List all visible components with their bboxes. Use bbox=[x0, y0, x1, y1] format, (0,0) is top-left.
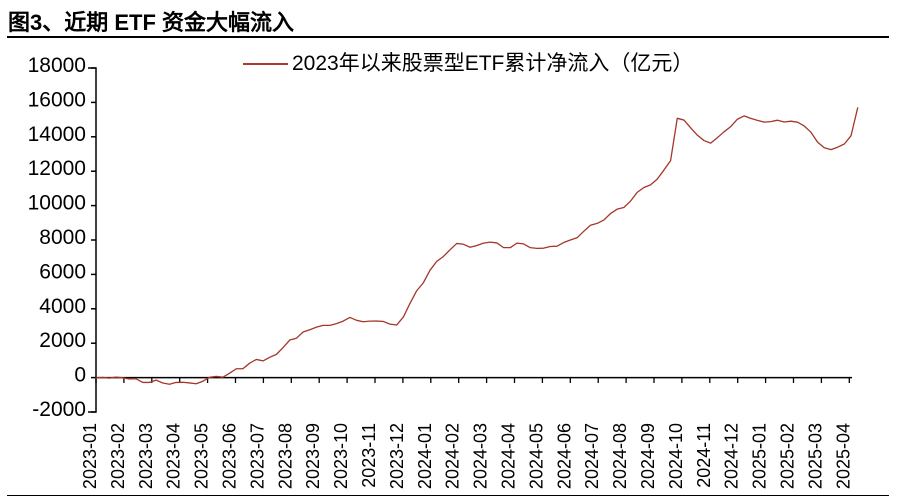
svg-text:2024-04: 2024-04 bbox=[499, 423, 519, 489]
svg-text:2025-02: 2025-02 bbox=[778, 423, 798, 489]
svg-text:0: 0 bbox=[74, 364, 86, 387]
svg-text:2023-04: 2023-04 bbox=[164, 423, 184, 489]
svg-text:2023年以来股票型ETF累计净流入（亿元）: 2023年以来股票型ETF累计净流入（亿元） bbox=[292, 52, 693, 75]
svg-text:2024-05: 2024-05 bbox=[526, 423, 546, 489]
svg-text:8000: 8000 bbox=[39, 226, 86, 249]
svg-text:2024-06: 2024-06 bbox=[554, 423, 574, 489]
svg-text:2023-01: 2023-01 bbox=[80, 423, 100, 489]
svg-text:2025-03: 2025-03 bbox=[805, 423, 825, 489]
svg-text:2024-02: 2024-02 bbox=[443, 423, 463, 489]
svg-text:2023-12: 2023-12 bbox=[387, 423, 407, 489]
svg-text:2024-12: 2024-12 bbox=[722, 423, 742, 489]
svg-text:2023-05: 2023-05 bbox=[192, 423, 212, 489]
svg-text:16000: 16000 bbox=[28, 88, 86, 111]
svg-text:2025-04: 2025-04 bbox=[833, 423, 853, 489]
svg-text:4000: 4000 bbox=[39, 295, 86, 318]
svg-text:2000: 2000 bbox=[39, 329, 86, 352]
svg-text:18000: 18000 bbox=[28, 54, 86, 77]
svg-text:2024-01: 2024-01 bbox=[415, 423, 435, 489]
svg-text:2023-07: 2023-07 bbox=[247, 423, 267, 489]
svg-text:2024-07: 2024-07 bbox=[582, 423, 602, 489]
svg-text:2024-10: 2024-10 bbox=[666, 423, 686, 489]
svg-text:2024-09: 2024-09 bbox=[638, 423, 658, 489]
svg-text:2024-03: 2024-03 bbox=[471, 423, 491, 489]
svg-text:2024-11: 2024-11 bbox=[694, 423, 714, 488]
svg-text:2023-06: 2023-06 bbox=[220, 423, 240, 489]
svg-text:12000: 12000 bbox=[28, 157, 86, 180]
svg-text:6000: 6000 bbox=[39, 260, 86, 283]
svg-text:10000: 10000 bbox=[28, 192, 86, 215]
svg-text:-2000: -2000 bbox=[32, 398, 86, 421]
svg-text:2023-03: 2023-03 bbox=[136, 423, 156, 489]
svg-text:2024-08: 2024-08 bbox=[610, 423, 630, 489]
svg-text:2025-01: 2025-01 bbox=[750, 423, 770, 489]
svg-text:2023-02: 2023-02 bbox=[108, 423, 128, 489]
svg-text:2023-09: 2023-09 bbox=[303, 423, 323, 489]
svg-text:2023-08: 2023-08 bbox=[275, 423, 295, 489]
svg-text:2023-11: 2023-11 bbox=[359, 423, 379, 488]
svg-text:14000: 14000 bbox=[28, 123, 86, 146]
svg-text:2023-10: 2023-10 bbox=[331, 423, 351, 489]
